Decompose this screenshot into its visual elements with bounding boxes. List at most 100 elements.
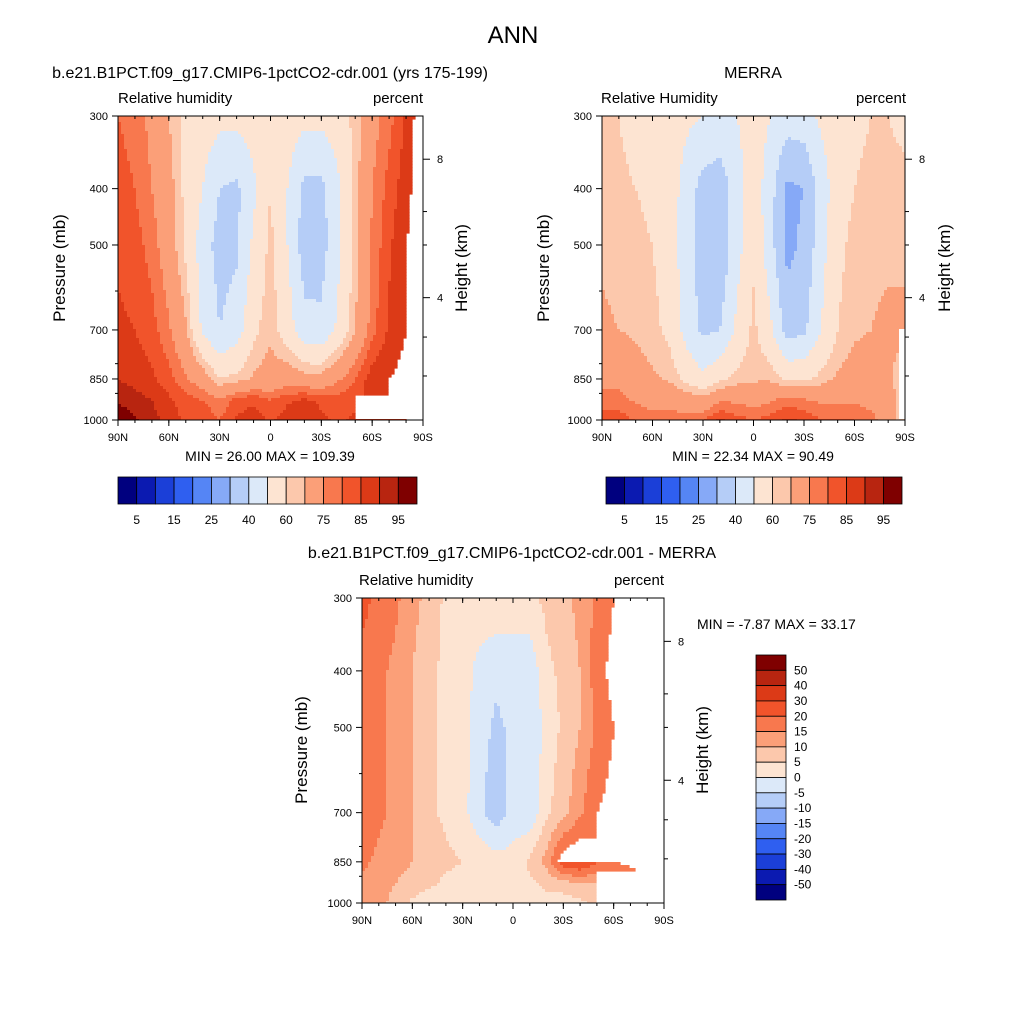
x-tick-label: 60N [159,432,179,444]
colorbar-box [755,746,787,763]
left-string: Relative Humidity [601,90,718,107]
colorbar-box [192,476,212,505]
colorbar: 5 15 25 40 60 75 85 95 [605,476,903,527]
colorbar-box [267,476,287,505]
y-tick-label: 850 [574,374,592,386]
x-tick-label: 90S [413,432,433,444]
colorbar-label: -20 [794,832,812,846]
y-axis-label: Pressure (mb) [50,214,69,322]
colorbar-label: 85 [840,513,854,527]
colorbar-label: 95 [877,513,891,527]
x-tick-label: 90N [352,915,372,927]
x-tick-label: 30S [312,432,332,444]
x-tick-label: 0 [510,915,516,927]
y-tick-label: 850 [334,857,352,869]
colorbar-box [248,476,268,505]
colorbar-box [755,669,787,687]
colorbar-label: 0 [794,771,801,785]
panel-title: b.e21.B1PCT.f09_g17.CMIP6-1pctCO2-cdr.00… [308,545,717,562]
colorbar-box [755,731,787,748]
colorbar-box [154,476,175,505]
colorbar-label: 5 [621,513,628,527]
panel-model: b.e21.B1PCT.f09_g17.CMIP6-1pctCO2-cdr.00… [50,65,488,527]
colorbar-label: 40 [729,513,743,527]
colorbar-label: 15 [167,513,181,527]
colorbar-box [864,476,884,505]
colorbar-label: 75 [317,513,331,527]
y-axis-right: 84 [905,154,925,377]
colorbar-box [679,476,699,505]
colorbar-box [755,654,787,671]
y-right-tick-label: 4 [919,293,925,305]
colorbar-label: -10 [794,801,812,815]
x-tick-label: 60S [604,915,624,927]
colorbar-label: -15 [794,816,812,830]
y-tick-label: 400 [334,666,352,678]
colorbar-label: -5 [794,786,805,800]
y-right-tick-label: 4 [437,293,443,305]
colorbar-box [772,476,792,505]
y-tick-label: 500 [90,240,108,252]
colorbar-box [755,868,787,886]
colorbar-label: 15 [655,513,669,527]
colorbar-box [661,476,681,505]
x-tick-label: 30N [210,432,230,444]
colorbar-label: 15 [794,725,808,739]
colorbar-box [211,476,231,505]
y-right-tick-label: 8 [919,154,925,166]
x-tick-label: 30N [693,432,713,444]
colorbar-label: -50 [794,878,812,892]
figure-title: ANN [488,22,539,49]
colorbar-label: 75 [803,513,817,527]
colorbar-label: 10 [794,740,808,754]
colorbar-label: 5 [133,513,140,527]
colorbar-box [755,807,787,824]
y-axis-right-label: Height (km) [452,224,471,312]
x-tick-label: 0 [750,432,756,444]
colorbar-box [304,476,324,505]
colorbar-box [883,476,903,505]
x-tick-label: 90S [654,915,674,927]
x-tick-label: 30N [453,915,473,927]
colorbar-box [753,476,773,505]
y-tick-label: 700 [574,325,592,337]
panel-difference: b.e21.B1PCT.f09_g17.CMIP6-1pctCO2-cdr.00… [292,545,856,927]
colorbar-box [755,715,787,732]
colorbar-box [755,884,787,901]
x-tick-label: 90N [592,432,612,444]
x-axis: 90N 60N 30N 0 30S 60S 90S [352,598,674,927]
x-tick-label: 30S [794,432,814,444]
contour-field [362,598,636,903]
y-axis-label: Pressure (mb) [292,696,311,804]
y-axis-right: 84 [664,636,684,860]
colorbar-label: 40 [794,679,808,693]
colorbar-box [755,685,787,702]
y-axis: 300 400 500 700 850 1000 [328,593,362,910]
y-tick-label: 300 [90,111,108,123]
colorbar-box [323,476,343,505]
colorbar-label: 25 [205,513,219,527]
colorbar-label: -30 [794,847,812,861]
colorbar-box [827,476,847,505]
y-tick-label: 1000 [328,898,352,910]
colorbar-label: 85 [354,513,368,527]
colorbar-box [285,476,306,505]
y-axis-right-label: Height (km) [693,706,712,794]
y-tick-label: 700 [334,808,352,820]
colorbar-label: 60 [280,513,294,527]
colorbar-label: 50 [794,663,808,677]
colorbar-label: 5 [794,755,801,769]
x-tick-label: 60S [845,432,865,444]
y-axis: 300 400 500 700 850 1000 [568,111,602,427]
colorbar-label: 20 [794,709,808,723]
y-right-tick-label: 8 [437,154,443,166]
colorbar-box [755,853,787,870]
colorbar-box [755,792,787,809]
y-tick-label: 1000 [84,415,108,427]
x-axis: 90N 60N 30N 0 30S 60S 90S [592,116,915,444]
y-right-tick-label: 8 [678,636,684,648]
colorbar-label: -40 [794,862,812,876]
colorbar-box [790,476,810,505]
y-tick-label: 500 [334,722,352,734]
